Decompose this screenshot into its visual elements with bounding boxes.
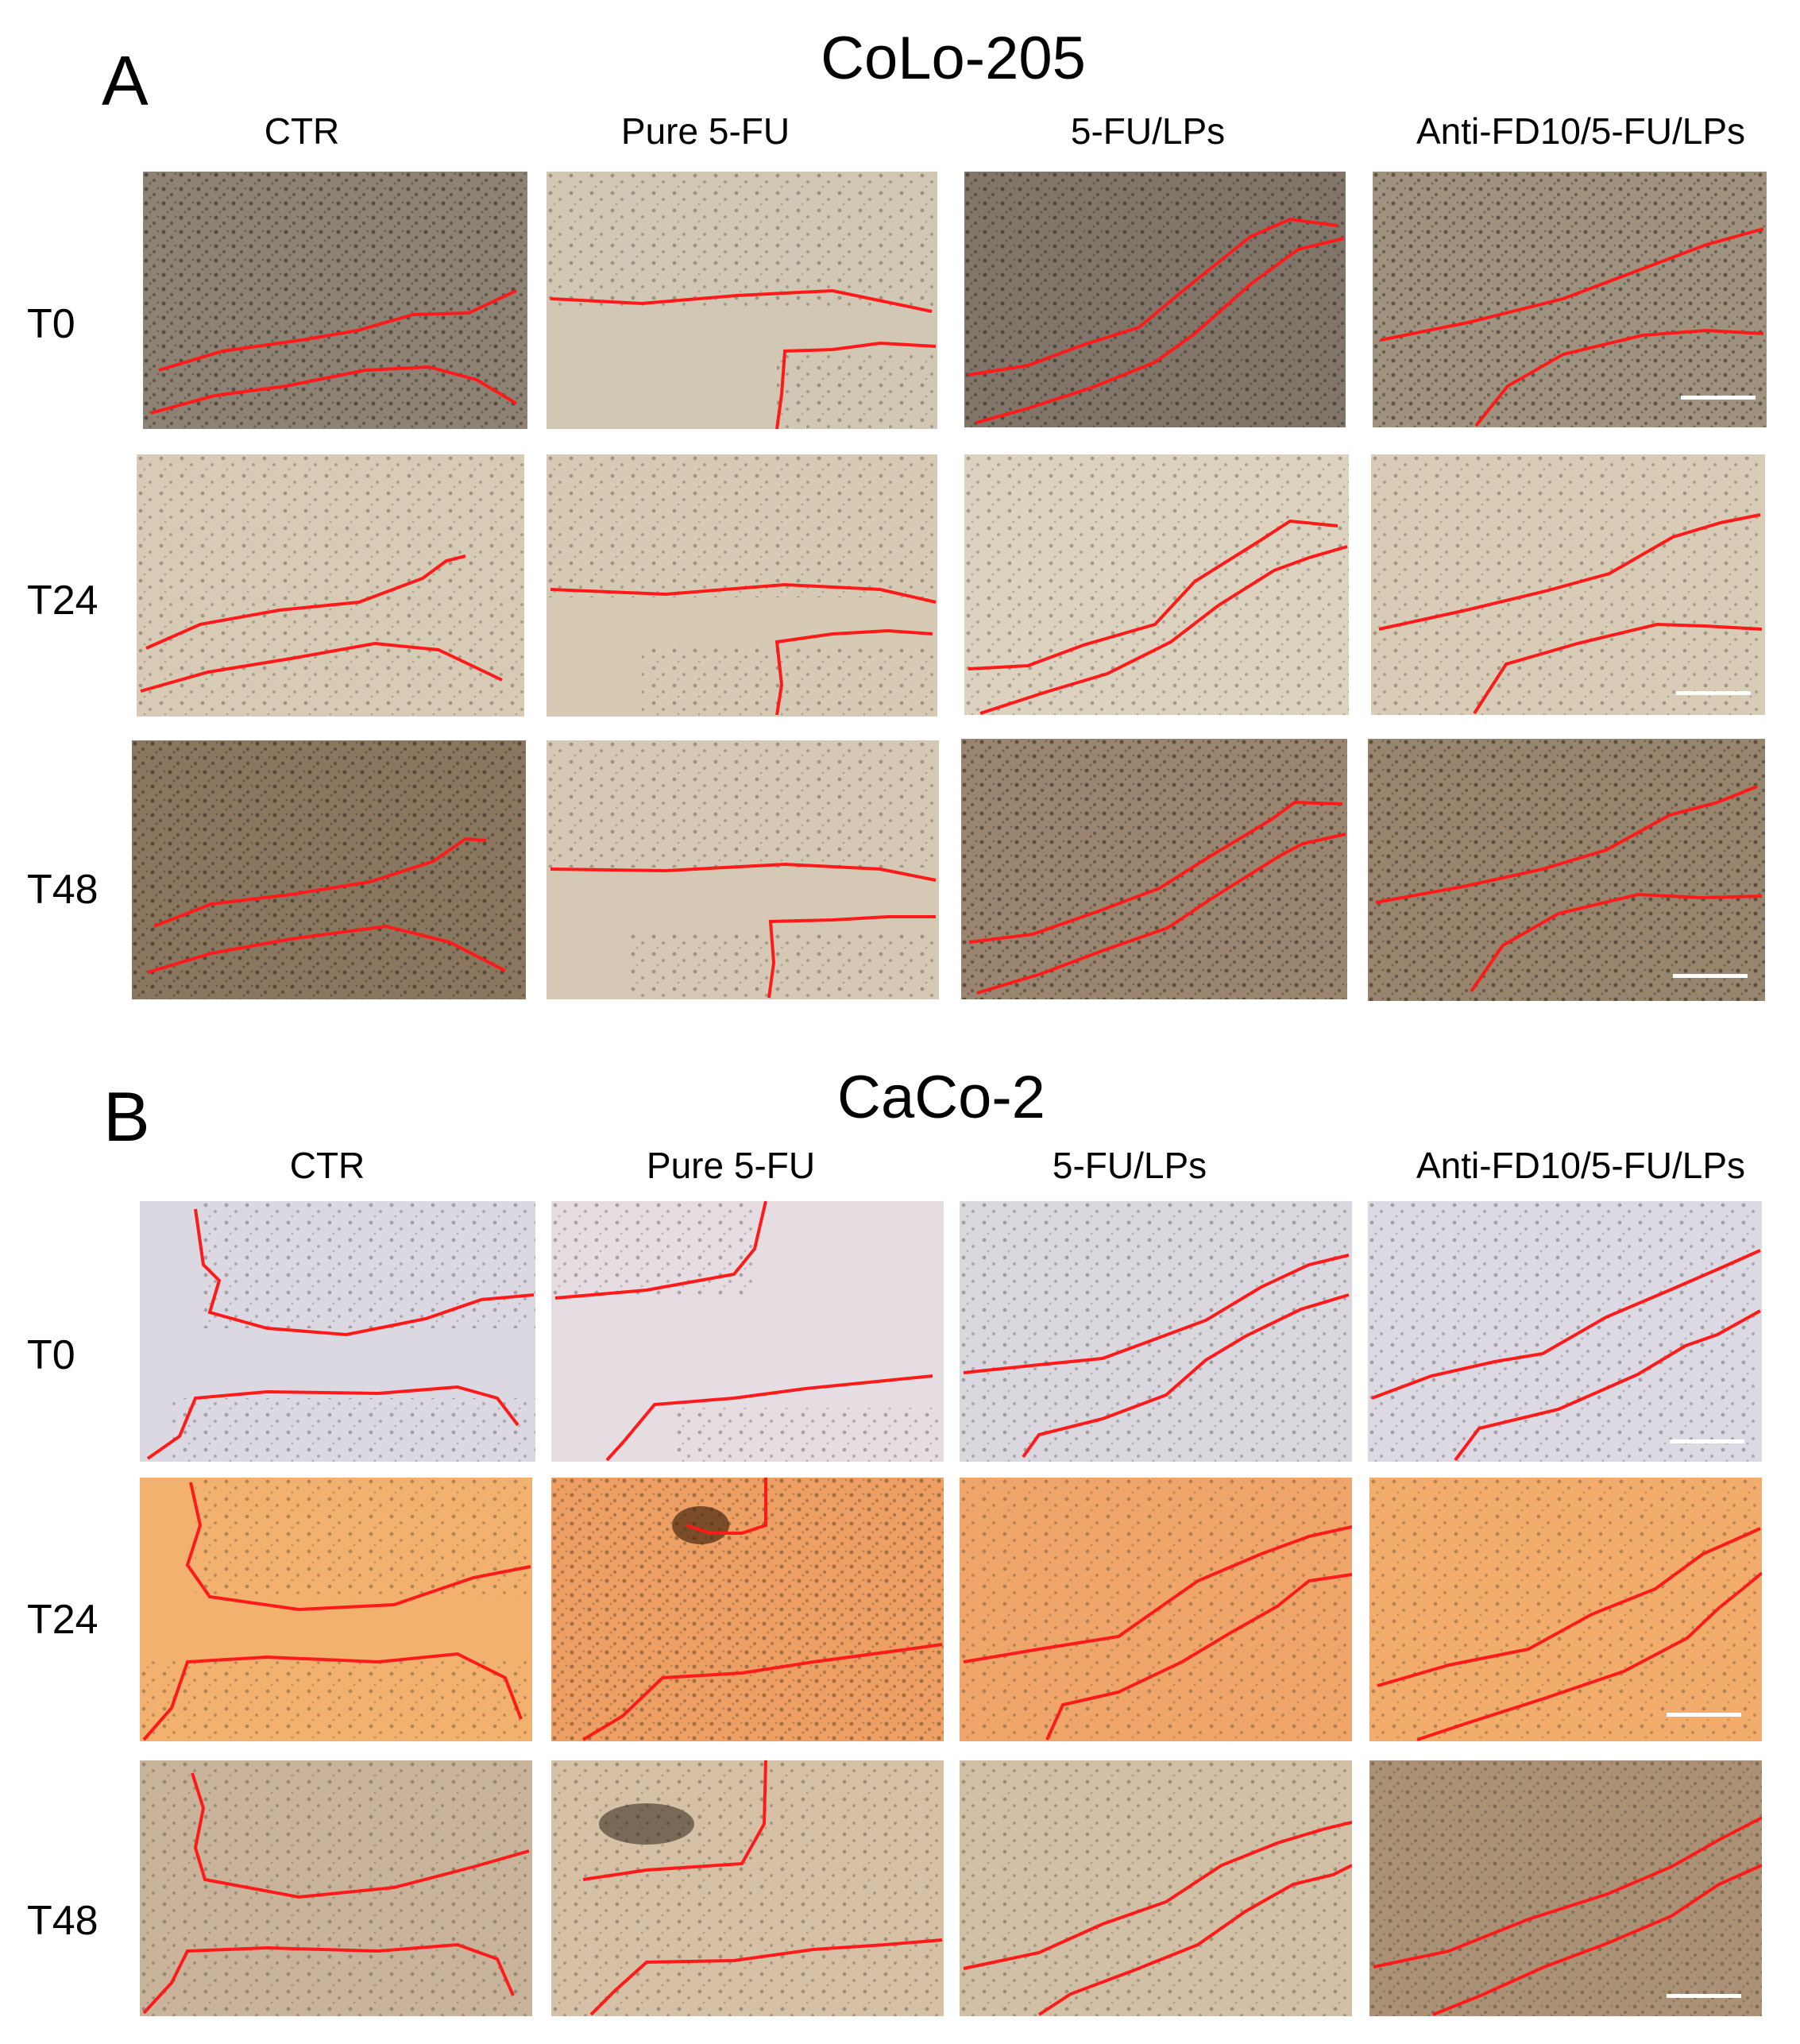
micrograph-b-t24-ctr: [140, 1478, 532, 1741]
micrograph-b-t0-pure-5fu: [551, 1201, 944, 1462]
micrograph-b-t0-ctr: [140, 1201, 535, 1462]
micrograph-b-t48-ctr: [140, 1760, 532, 2016]
micrograph-b-t48-pure-5fu: [551, 1760, 944, 2016]
section-b-letter: B: [103, 1077, 150, 1156]
section-a-row-t24: T24: [27, 578, 98, 624]
section-a-letter: A: [102, 41, 149, 120]
micrograph-a-t24-5fu-lps: [964, 454, 1349, 715]
section-b-col-5fu-lps: 5-FU/LPs: [1052, 1145, 1207, 1186]
micrograph-a-t0-pure-5fu: [547, 172, 937, 429]
section-b-col-pure-5fu: Pure 5-FU: [646, 1145, 816, 1186]
micrograph-b-t24-5fu-lps: [960, 1478, 1352, 1741]
section-b-title: CaCo-2: [837, 1064, 1045, 1131]
section-a-col-ctr: CTR: [264, 110, 340, 152]
scale-bar: [1667, 1994, 1741, 1998]
micrograph-a-t0-anti-fd10: [1373, 172, 1767, 427]
scale-bar: [1676, 691, 1751, 695]
micrograph-a-t48-anti-fd10: [1368, 739, 1765, 1001]
section-b-col-ctr: CTR: [289, 1145, 365, 1186]
micrograph-a-t24-pure-5fu: [547, 454, 937, 717]
micrograph-a-t0-5fu-lps: [964, 172, 1346, 427]
section-a-col-pure-5fu: Pure 5-FU: [620, 110, 790, 152]
micrograph-b-t48-5fu-lps: [960, 1760, 1352, 2016]
micrograph-a-t48-5fu-lps: [961, 739, 1347, 999]
section-a-title: CoLo-205: [821, 25, 1086, 92]
section-b-row-t0: T0: [27, 1332, 75, 1378]
micrograph-b-t48-anti-fd10: [1369, 1760, 1762, 2016]
scale-bar: [1673, 974, 1748, 978]
section-a-row-t0: T0: [27, 301, 75, 347]
scale-bar: [1667, 1713, 1741, 1717]
scale-bar: [1670, 1439, 1744, 1443]
section-a-col-anti-fd10: Anti-FD10/5-FU/LPs: [1416, 110, 1746, 152]
section-b-row-t48: T48: [27, 1898, 98, 1944]
micrograph-b-t24-pure-5fu: [551, 1478, 944, 1741]
micrograph-a-t48-pure-5fu: [547, 740, 939, 999]
micrograph-a-t24-ctr: [137, 454, 524, 717]
scale-bar: [1681, 396, 1756, 400]
micrograph-a-t0-ctr: [143, 172, 527, 429]
section-a-col-5fu-lps: 5-FU/LPs: [1070, 110, 1226, 152]
micrograph-b-t0-5fu-lps: [960, 1201, 1352, 1462]
section-b-col-anti-fd10: Anti-FD10/5-FU/LPs: [1416, 1145, 1746, 1186]
section-a-row-t48: T48: [27, 867, 98, 913]
micrograph-b-t24-anti-fd10: [1369, 1478, 1762, 1741]
micrograph-a-t48-ctr: [132, 740, 526, 999]
micrograph-b-t0-anti-fd10: [1368, 1201, 1762, 1462]
micrograph-a-t24-anti-fd10: [1371, 454, 1765, 715]
section-b-row-t24: T24: [27, 1597, 98, 1643]
